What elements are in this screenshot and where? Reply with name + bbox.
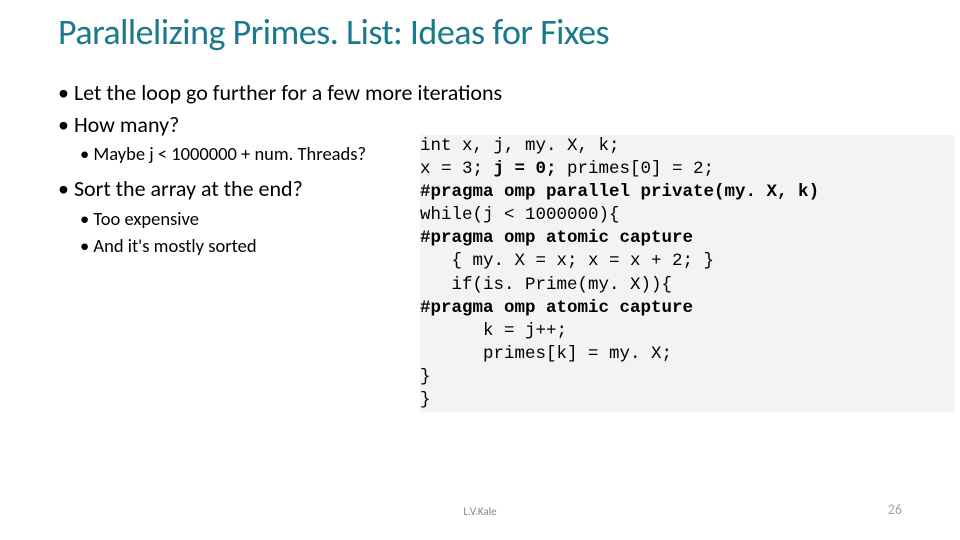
bullet-item: Let the loop go further for a few more i…	[58, 78, 902, 108]
footer-page-number: 26	[888, 501, 902, 518]
footer-author: L.V.Kale	[463, 505, 496, 518]
code-block: int x, j, my. X, k;x = 3; j = 0; primes[…	[420, 135, 955, 412]
slide-title: Parallelizing Primes. List: Ideas for Fi…	[58, 10, 902, 54]
